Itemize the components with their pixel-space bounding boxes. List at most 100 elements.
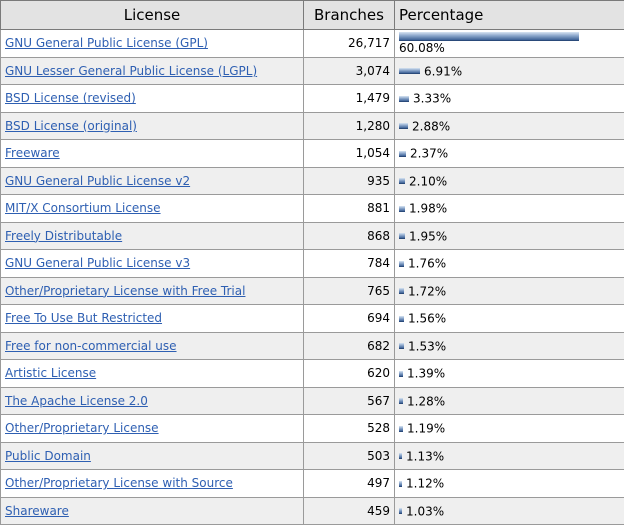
license-cell: Freely Distributable bbox=[0, 221, 304, 250]
license-cell: GNU General Public License v3 bbox=[0, 249, 304, 278]
branches-cell: 503 bbox=[303, 441, 395, 470]
percentage-cell: 6.91% bbox=[394, 56, 624, 85]
license-cell: BSD License (original) bbox=[0, 111, 304, 140]
branches-cell: 620 bbox=[303, 359, 395, 388]
column-header-percentage: Percentage bbox=[394, 0, 624, 30]
license-link[interactable]: MIT/X Consortium License bbox=[5, 201, 161, 216]
percentage-cell: 1.56% bbox=[394, 304, 624, 333]
branches-cell: 459 bbox=[303, 496, 395, 525]
license-link[interactable]: BSD License (revised) bbox=[5, 91, 136, 106]
table-header-row: License Branches Percentage bbox=[0, 0, 624, 30]
percentage-value: 2.88% bbox=[412, 119, 451, 133]
percentage-value: 2.37% bbox=[410, 146, 449, 161]
branches-cell: 26,717 bbox=[303, 29, 395, 58]
percentage-value: 1.76% bbox=[408, 256, 447, 271]
table-row: GNU General Public License v2 935 2.10% bbox=[0, 166, 624, 195]
percentage-bar bbox=[399, 288, 404, 294]
branches-cell: 694 bbox=[303, 304, 395, 333]
license-link[interactable]: Shareware bbox=[5, 503, 69, 518]
license-link[interactable]: Free for non-commercial use bbox=[5, 338, 177, 353]
percentage-value: 60.08% bbox=[399, 40, 445, 55]
percentage-cell: 2.37% bbox=[394, 139, 624, 168]
percentage-bar bbox=[399, 370, 403, 377]
license-cell: GNU General Public License v2 bbox=[0, 166, 304, 195]
branches-cell: 528 bbox=[303, 414, 395, 443]
license-link[interactable]: GNU General Public License (GPL) bbox=[5, 36, 208, 51]
percentage-value: 1.03% bbox=[406, 504, 445, 518]
license-link[interactable]: Free To Use But Restricted bbox=[5, 311, 163, 326]
percentage-cell: 1.28% bbox=[394, 386, 624, 415]
table-body: GNU General Public License (GPL) 26,717 60… bbox=[0, 29, 624, 525]
license-link[interactable]: GNU Lesser General Public License (LGPL) bbox=[5, 63, 258, 78]
percentage-value: 1.13% bbox=[406, 449, 445, 463]
license-link[interactable]: Other/Proprietary License with Free Tria… bbox=[5, 283, 246, 298]
table-row: BSD License (original) 1,280 2.88% bbox=[0, 111, 624, 140]
percentage-value: 1.95% bbox=[409, 229, 448, 243]
table-row: Other/Proprietary License with Source 497… bbox=[0, 469, 624, 498]
table-row: Freely Distributable 868 1.95% bbox=[0, 221, 624, 250]
license-link[interactable]: Freeware bbox=[5, 146, 60, 161]
table-row: BSD License (revised) 1,479 3.33% bbox=[0, 84, 624, 113]
license-cell: Public Domain bbox=[0, 441, 304, 470]
license-link[interactable]: Public Domain bbox=[5, 448, 91, 463]
percentage-value: 1.12% bbox=[406, 476, 445, 491]
percentage-value: 1.72% bbox=[408, 284, 447, 298]
table-row: The Apache License 2.0 567 1.28% bbox=[0, 386, 624, 415]
branches-cell: 497 bbox=[303, 469, 395, 498]
percentage-cell: 1.53% bbox=[394, 331, 624, 360]
percentage-bar bbox=[399, 205, 405, 212]
branches-cell: 3,074 bbox=[303, 56, 395, 85]
percentage-value: 3.33% bbox=[413, 91, 452, 106]
license-link[interactable]: GNU General Public License v2 bbox=[5, 173, 191, 188]
percentage-bar bbox=[399, 343, 404, 349]
percentage-cell: 1.72% bbox=[394, 276, 624, 305]
percentage-value: 1.28% bbox=[407, 394, 446, 408]
license-cell: MIT/X Consortium License bbox=[0, 194, 304, 223]
license-link[interactable]: Freely Distributable bbox=[5, 228, 123, 243]
percentage-value: 1.56% bbox=[408, 311, 447, 326]
percentage-cell: 1.39% bbox=[394, 359, 624, 388]
license-link[interactable]: Other/Proprietary License with Source bbox=[5, 476, 233, 491]
percentage-cell: 1.13% bbox=[394, 441, 624, 470]
table-row: Other/Proprietary License 528 1.19% bbox=[0, 414, 624, 443]
branches-cell: 935 bbox=[303, 166, 395, 195]
percentage-value: 6.91% bbox=[424, 64, 463, 78]
license-link[interactable]: GNU General Public License v3 bbox=[5, 256, 191, 271]
percentage-cell: 2.88% bbox=[394, 111, 624, 140]
license-link[interactable]: The Apache License 2.0 bbox=[5, 393, 148, 408]
percentage-value: 1.19% bbox=[407, 421, 446, 436]
license-link[interactable]: Artistic License bbox=[5, 366, 97, 381]
table-row: MIT/X Consortium License 881 1.98% bbox=[0, 194, 624, 223]
branches-cell: 682 bbox=[303, 331, 395, 360]
percentage-cell: 60.08% bbox=[394, 29, 624, 58]
percentage-cell: 1.19% bbox=[394, 414, 624, 443]
percentage-bar bbox=[399, 68, 420, 74]
license-cell: Shareware bbox=[0, 496, 304, 525]
table-row: Artistic License 620 1.39% bbox=[0, 359, 624, 388]
percentage-cell: 3.33% bbox=[394, 84, 624, 113]
table-row: GNU General Public License v3 784 1.76% bbox=[0, 249, 624, 278]
branches-cell: 1,054 bbox=[303, 139, 395, 168]
table-row: GNU Lesser General Public License (LGPL)… bbox=[0, 56, 624, 85]
license-link[interactable]: BSD License (original) bbox=[5, 118, 137, 133]
license-cell: BSD License (revised) bbox=[0, 84, 304, 113]
branches-cell: 868 bbox=[303, 221, 395, 250]
license-cell: GNU General Public License (GPL) bbox=[0, 29, 304, 58]
table-row: Other/Proprietary License with Free Tria… bbox=[0, 276, 624, 305]
percentage-bar bbox=[399, 233, 405, 239]
license-cell: GNU Lesser General Public License (LGPL) bbox=[0, 56, 304, 85]
table-row: GNU General Public License (GPL) 26,717 60… bbox=[0, 29, 624, 58]
percentage-bar bbox=[399, 260, 404, 267]
license-cell: The Apache License 2.0 bbox=[0, 386, 304, 415]
percentage-bar bbox=[399, 398, 403, 404]
percentage-cell: 1.98% bbox=[394, 194, 624, 223]
branches-cell: 765 bbox=[303, 276, 395, 305]
percentage-bar bbox=[399, 480, 402, 487]
license-link[interactable]: Other/Proprietary License bbox=[5, 421, 159, 436]
percentage-cell: 1.12% bbox=[394, 469, 624, 498]
table-row: Public Domain 503 1.13% bbox=[0, 441, 624, 470]
percentage-bar bbox=[399, 425, 403, 432]
license-cell: Other/Proprietary License with Free Tria… bbox=[0, 276, 304, 305]
column-header-branches: Branches bbox=[303, 0, 395, 30]
